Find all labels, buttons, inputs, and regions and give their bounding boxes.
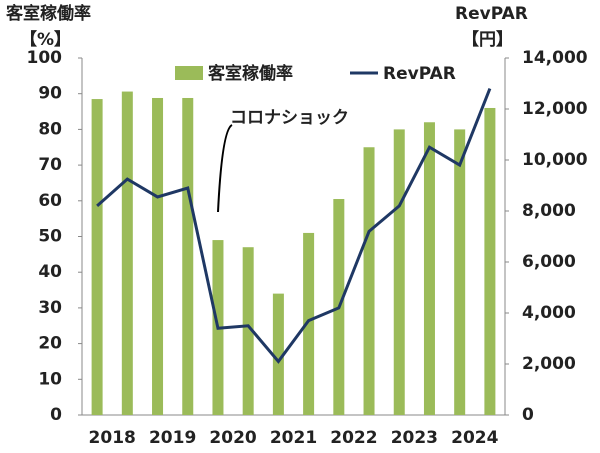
legend-swatch xyxy=(175,66,203,80)
legend-label: RevPAR xyxy=(383,64,456,84)
y-tick-label: 70 xyxy=(38,155,62,175)
y-tick-label: 90 xyxy=(38,84,62,104)
y-tick-label: 20 xyxy=(38,334,62,354)
bar xyxy=(91,99,103,416)
y-axis-unit: 【%】 xyxy=(20,29,71,50)
bar xyxy=(152,97,164,415)
y2-tick-label: 10,000 xyxy=(522,150,588,170)
y2-tick-label: 8,000 xyxy=(522,201,576,221)
bar xyxy=(484,107,496,415)
y2-tick-label: 0 xyxy=(522,405,534,425)
y2-tick-label: 4,000 xyxy=(522,303,576,323)
x-tick-label: 2019 xyxy=(149,428,196,448)
bar xyxy=(393,129,405,415)
line xyxy=(96,88,492,364)
bar xyxy=(182,97,194,415)
x-tick-label: 2020 xyxy=(209,428,256,448)
legend-label: 客室稼働率 xyxy=(207,63,293,84)
bar xyxy=(423,122,435,415)
bar xyxy=(272,293,284,415)
y-tick-label: 100 xyxy=(27,48,63,68)
annotation-pointer xyxy=(217,124,233,213)
x-tick-label: 2018 xyxy=(89,428,136,448)
y2-tick-label: 2,000 xyxy=(522,354,576,374)
x-tick-label: 2023 xyxy=(391,428,438,448)
x-tick-label: 2021 xyxy=(270,428,317,448)
y-tick-label: 10 xyxy=(38,369,62,389)
bar xyxy=(121,91,133,416)
bar xyxy=(454,129,466,415)
y-tick-label: 40 xyxy=(38,262,62,282)
x-tick-label: 2024 xyxy=(451,428,498,448)
y-tick-label: 80 xyxy=(38,119,62,139)
annotation: コロナショック xyxy=(230,108,349,128)
y2-axis-title: RevPAR xyxy=(455,4,528,24)
bar xyxy=(363,147,375,415)
y-tick-label: 50 xyxy=(38,227,62,247)
bar xyxy=(303,232,315,415)
y2-tick-label: 12,000 xyxy=(522,99,588,119)
x-tick-label: 2022 xyxy=(330,428,377,448)
bar xyxy=(242,247,254,415)
y2-tick-label: 14,000 xyxy=(522,48,588,68)
y-tick-label: 0 xyxy=(50,405,62,425)
y-axis-title: 客室稼働率 xyxy=(5,3,91,24)
y-tick-label: 30 xyxy=(38,298,62,318)
y2-axis-unit: 【円】 xyxy=(462,29,513,50)
y2-tick-label: 6,000 xyxy=(522,252,576,272)
y-tick-label: 60 xyxy=(38,191,62,211)
